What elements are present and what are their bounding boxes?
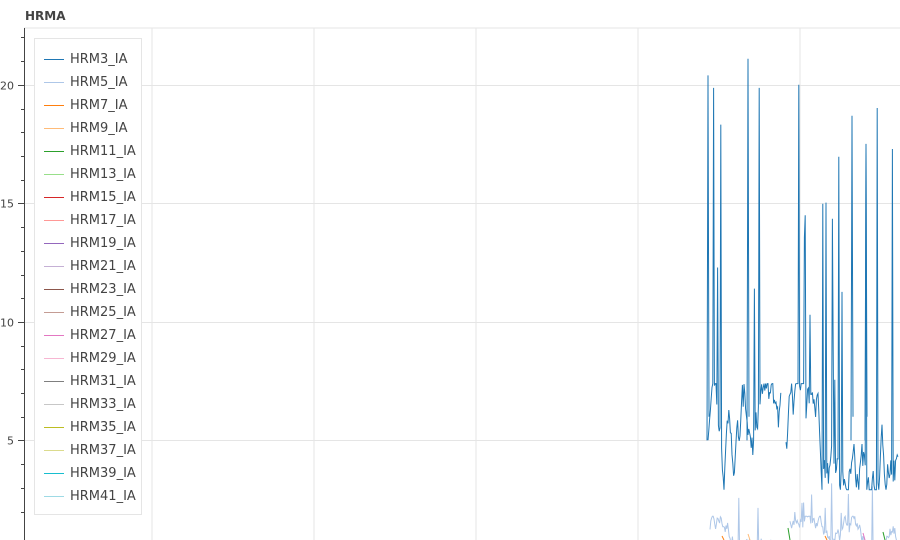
series-fragment: [787, 527, 791, 540]
legend-item[interactable]: HRM13_IA: [44, 166, 136, 182]
legend-item[interactable]: HRM7_IA: [44, 97, 128, 113]
legend-swatch: [44, 472, 64, 474]
legend-item[interactable]: HRM9_IA: [44, 120, 128, 136]
legend-swatch: [44, 288, 64, 290]
legend-item[interactable]: HRM35_IA: [44, 419, 136, 435]
series-peak-hrm3: [864, 146, 868, 441]
legend-swatch: [44, 334, 64, 336]
legend-item[interactable]: HRM27_IA: [44, 327, 136, 343]
legend-swatch: [44, 265, 64, 267]
legend-label: HRM33_IA: [70, 396, 136, 412]
legend-swatch: [44, 426, 64, 428]
series-peak-hrm3: [706, 75, 710, 441]
legend-label: HRM19_IA: [70, 235, 136, 251]
legend-label: HRM21_IA: [70, 258, 136, 274]
series-fragment: [862, 532, 866, 540]
legend-item[interactable]: HRM39_IA: [44, 465, 136, 481]
legend-label: HRM23_IA: [70, 281, 136, 297]
legend-item[interactable]: HRM33_IA: [44, 396, 136, 412]
legend-item[interactable]: HRM37_IA: [44, 442, 136, 458]
series-line-hrm5: [709, 483, 897, 540]
legend-swatch: [44, 196, 64, 198]
legend-item[interactable]: HRM11_IA: [44, 143, 136, 159]
legend-label: HRM41_IA: [70, 488, 136, 504]
legend-label: HRM15_IA: [70, 189, 136, 205]
series-line-hrm3: [707, 84, 899, 491]
legend-item[interactable]: HRM31_IA: [44, 373, 136, 389]
legend-swatch: [44, 380, 64, 382]
legend-item[interactable]: HRM3_IA: [44, 51, 128, 67]
legend-label: HRM37_IA: [70, 442, 136, 458]
y-tick-label: 5: [7, 435, 14, 448]
legend-label: HRM25_IA: [70, 304, 136, 320]
legend-swatch: [44, 357, 64, 359]
legend-swatch: [44, 242, 64, 244]
legend-swatch: [44, 150, 64, 152]
legend-swatch: [44, 311, 64, 313]
legend-swatch: [44, 449, 64, 451]
y-tick-label: 15: [0, 198, 14, 211]
legend-label: HRM11_IA: [70, 143, 136, 159]
legend-item[interactable]: HRM23_IA: [44, 281, 136, 297]
legend-swatch: [44, 495, 64, 497]
legend-swatch: [44, 81, 64, 83]
chart-title: HRMA: [25, 9, 66, 23]
legend-label: HRM35_IA: [70, 419, 136, 435]
legend-item[interactable]: HRM21_IA: [44, 258, 136, 274]
legend-swatch: [44, 173, 64, 175]
legend-label: HRM17_IA: [70, 212, 136, 228]
series-fragment: [747, 533, 751, 540]
legend-item[interactable]: HRM41_IA: [44, 488, 136, 504]
legend-swatch: [44, 104, 64, 106]
legend-item[interactable]: HRM15_IA: [44, 189, 136, 205]
legend-label: HRM31_IA: [70, 373, 136, 389]
series-fragment: [882, 531, 886, 540]
legend-label: HRM27_IA: [70, 327, 136, 343]
legend-label: HRM5_IA: [70, 74, 128, 90]
legend-swatch: [44, 403, 64, 405]
legend-label: HRM39_IA: [70, 465, 136, 481]
legend-label: HRM3_IA: [70, 51, 128, 67]
legend-item[interactable]: HRM19_IA: [44, 235, 136, 251]
legend-swatch: [44, 127, 64, 129]
legend-label: HRM29_IA: [70, 350, 136, 366]
legend-item[interactable]: HRM5_IA: [44, 74, 128, 90]
legend: HRM3_IA HRM5_IA HRM7_IA HRM9_IA HRM11_IA HRM1…: [34, 38, 142, 515]
legend-item[interactable]: HRM17_IA: [44, 212, 136, 228]
legend-swatch: [44, 58, 64, 60]
y-tick-label: 10: [0, 317, 14, 330]
legend-label: HRM9_IA: [70, 120, 128, 136]
series-fragment: [721, 535, 725, 540]
y-tick-label: 20: [0, 80, 14, 93]
legend-item[interactable]: HRM25_IA: [44, 304, 136, 320]
series-fragment: [824, 535, 828, 540]
legend-label: HRM7_IA: [70, 97, 128, 113]
legend-swatch: [44, 219, 64, 221]
legend-item[interactable]: HRM29_IA: [44, 350, 136, 366]
series-peak-hrm3: [850, 115, 854, 441]
series-peak-hrm3: [746, 58, 750, 441]
legend-label: HRM13_IA: [70, 166, 136, 182]
